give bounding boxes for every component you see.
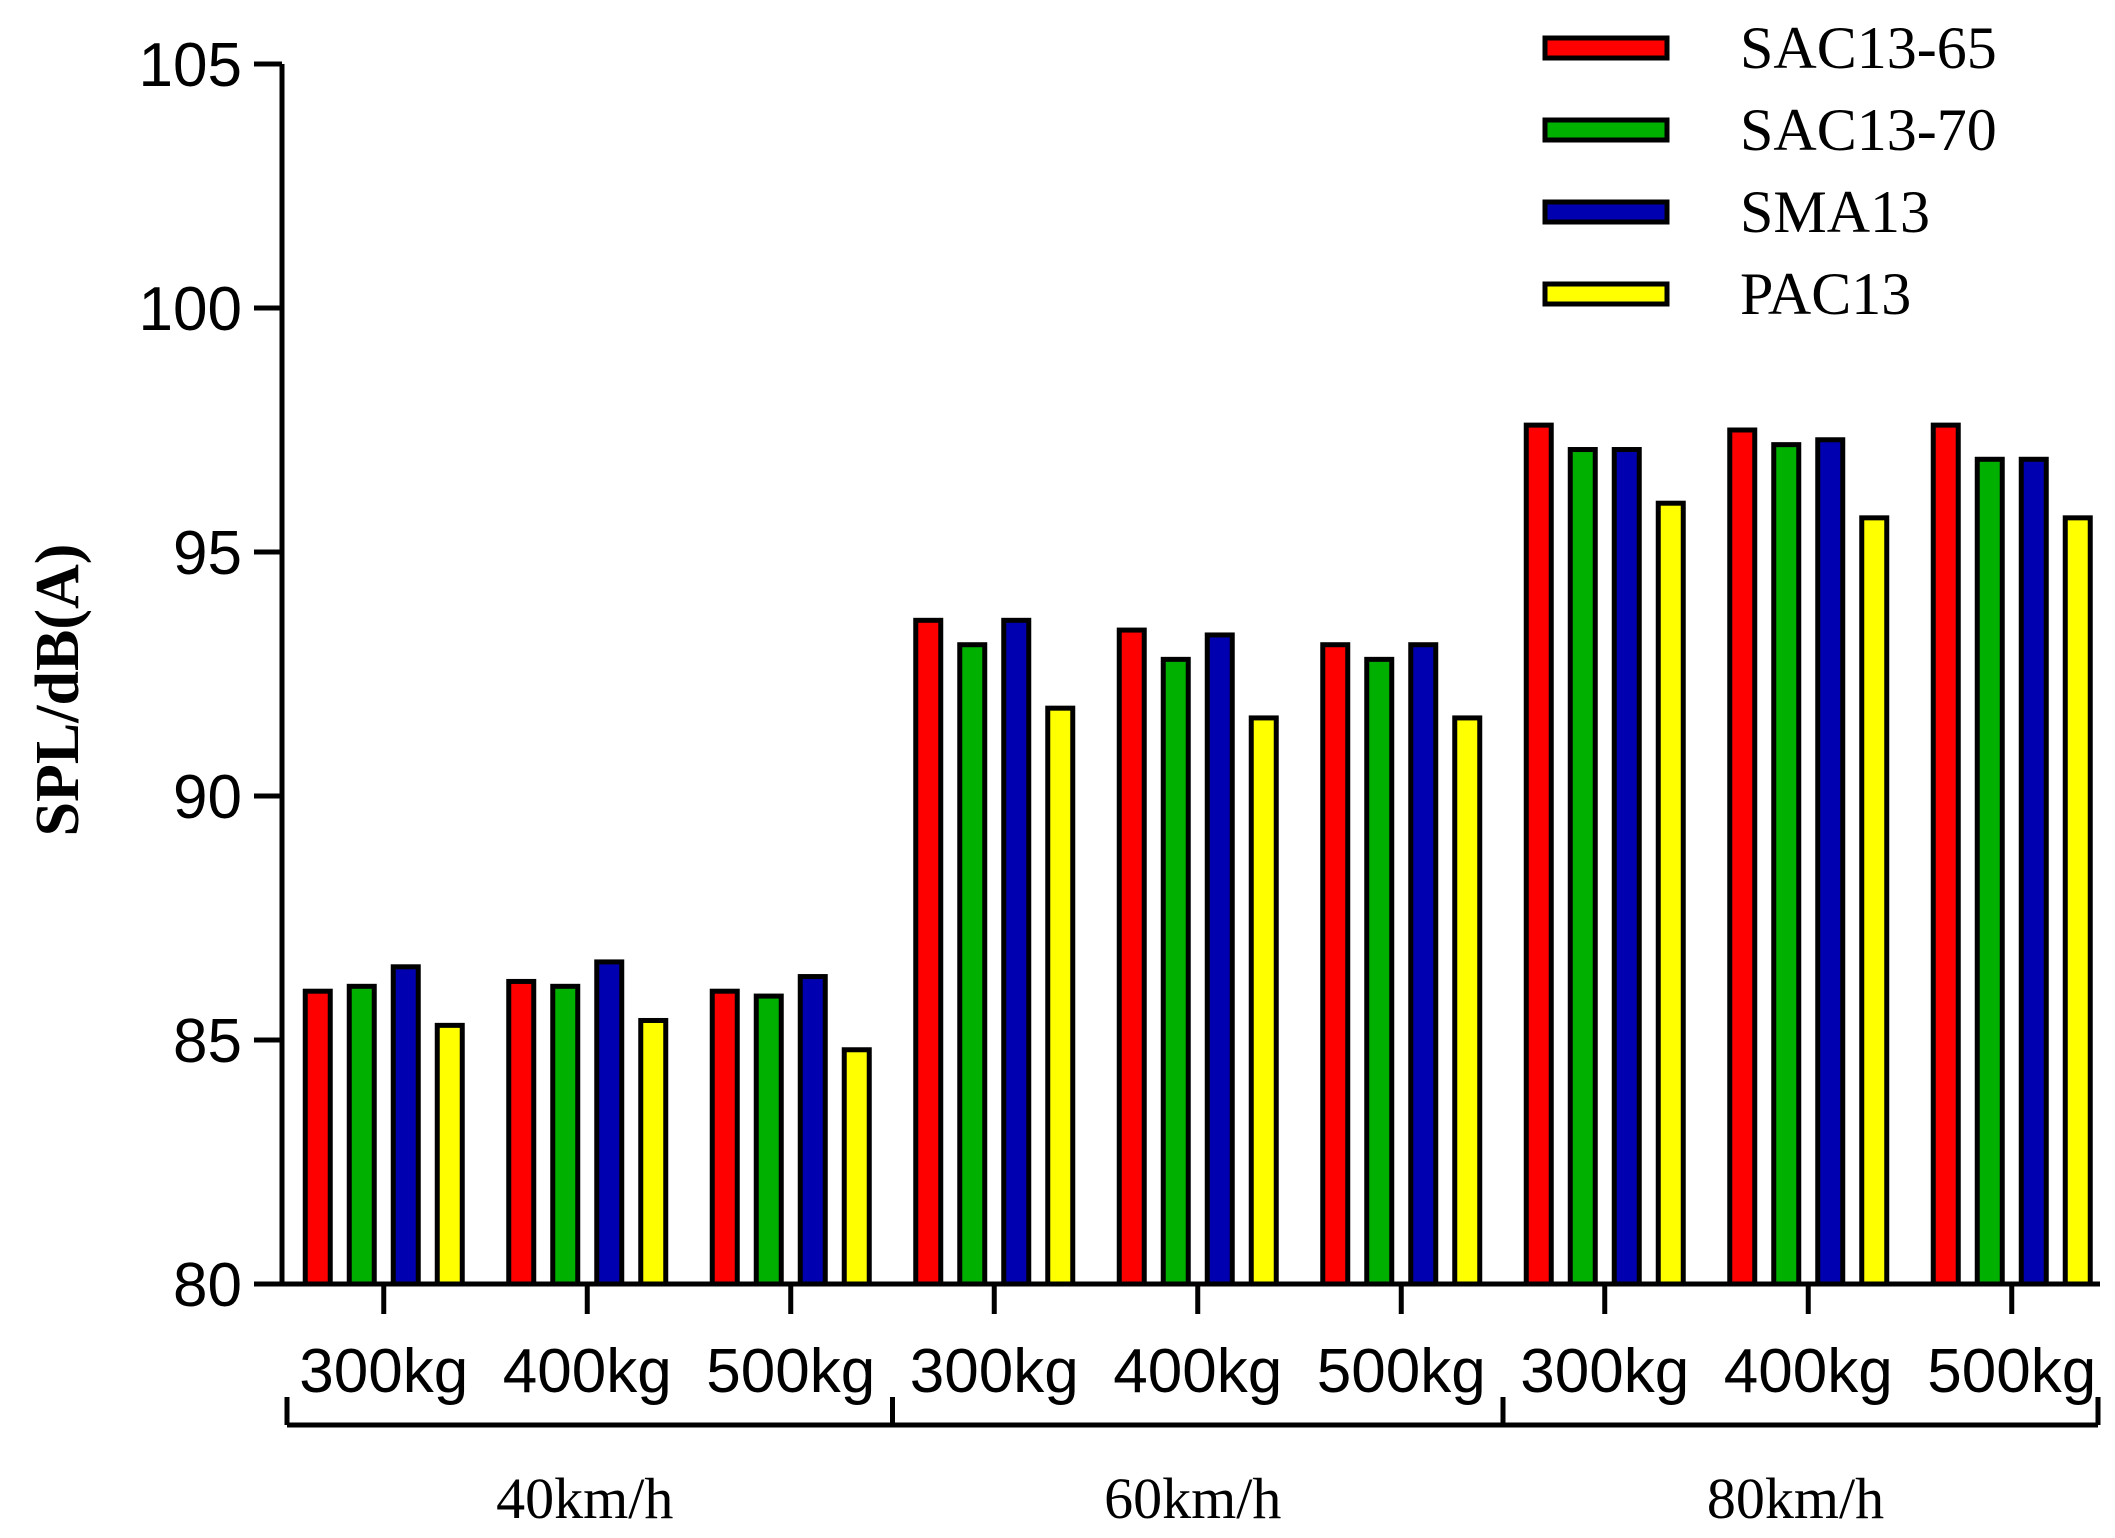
y-tick-label: 90: [173, 763, 242, 832]
legend-label-pac13: PAC13: [1740, 261, 1911, 327]
x-tick-label: 500kg: [1927, 1337, 2096, 1406]
bar-sac13-70-7: [1771, 442, 1802, 1287]
bars-layer: [302, 422, 2093, 1287]
bar-sac13-65-6: [1523, 422, 1554, 1287]
bar-sac13-65-7: [1727, 427, 1758, 1287]
bar-sma13-6: [1611, 447, 1642, 1287]
bar-pac13-5: [1452, 715, 1483, 1287]
bar-sac13-70-0: [346, 983, 377, 1287]
bar-sac13-65-3: [913, 617, 944, 1287]
bar-pac13-4: [1248, 715, 1279, 1287]
bar-sac13-70-2: [753, 993, 784, 1287]
legend-label-sac13-65: SAC13-65: [1740, 15, 1997, 81]
bar-sac13-65-0: [302, 988, 333, 1287]
bar-sma13-5: [1408, 642, 1439, 1287]
legend-label-sac13-70: SAC13-70: [1740, 97, 1997, 163]
bar-sma13-1: [594, 959, 625, 1287]
bar-sac13-70-6: [1567, 447, 1598, 1287]
x-tick-label: 400kg: [1113, 1337, 1282, 1406]
bar-sma13-8: [2018, 456, 2049, 1287]
x-tick-label: 300kg: [1520, 1337, 1689, 1406]
bar-sac13-65-4: [1116, 627, 1147, 1287]
x-tick-label: 500kg: [1317, 1337, 1486, 1406]
y-tick-label: 95: [173, 519, 242, 588]
x-tick-label: 500kg: [706, 1337, 875, 1406]
y-axis-label: SPL/dB(A): [24, 544, 92, 837]
y-tick-label: 80: [173, 1251, 242, 1320]
group-label: 80km/h: [1707, 1466, 1884, 1531]
bar-pac13-8: [2062, 515, 2093, 1287]
y-tick-label: 85: [173, 1007, 242, 1076]
legend-swatch-sac13-70: [1542, 117, 1670, 143]
bar-sma13-3: [1001, 617, 1032, 1287]
x-tick-label: 400kg: [1724, 1337, 1893, 1406]
group-label: 40km/h: [496, 1466, 673, 1531]
x-tick-label: 400kg: [503, 1337, 672, 1406]
bar-sma13-2: [797, 974, 828, 1287]
legend-swatch-sma13: [1542, 199, 1670, 225]
bar-pac13-2: [841, 1047, 872, 1287]
bar-sac13-70-3: [957, 642, 988, 1287]
bar-sac13-65-2: [709, 988, 740, 1287]
bar-sac13-65-1: [506, 978, 537, 1287]
bar-pac13-0: [434, 1022, 465, 1287]
bar-pac13-6: [1655, 500, 1686, 1287]
legend: SAC13-65 SAC13-70 SMA13 PAC13: [1542, 15, 1997, 327]
bar-sac13-70-1: [550, 983, 581, 1287]
legend-swatch-pac13: [1542, 281, 1670, 307]
bar-pac13-3: [1045, 705, 1076, 1287]
bar-sac13-70-5: [1364, 656, 1395, 1287]
legend-swatch-sac13-65: [1542, 35, 1670, 61]
bar-sac13-65-5: [1320, 642, 1351, 1287]
axes-layer: 80 85 90 95 100 105 300kg 400kg 500kg 300kg 400kg 5…: [139, 31, 2101, 1531]
bar-pac13-1: [638, 1017, 669, 1287]
bar-sma13-4: [1204, 632, 1235, 1287]
bar-sac13-65-8: [1930, 422, 1961, 1287]
bar-sma13-7: [1815, 437, 1846, 1287]
bar-pac13-7: [1859, 515, 1890, 1287]
legend-label-sma13: SMA13: [1740, 179, 1930, 245]
bar-sma13-0: [390, 964, 421, 1287]
y-tick-label: 100: [139, 275, 242, 344]
group-label: 60km/h: [1104, 1466, 1281, 1531]
bar-sac13-70-8: [1974, 456, 2005, 1287]
x-tick-label: 300kg: [910, 1337, 1079, 1406]
bar-sac13-70-4: [1160, 656, 1191, 1287]
y-tick-label: 105: [139, 31, 242, 100]
x-tick-label: 300kg: [299, 1337, 468, 1406]
